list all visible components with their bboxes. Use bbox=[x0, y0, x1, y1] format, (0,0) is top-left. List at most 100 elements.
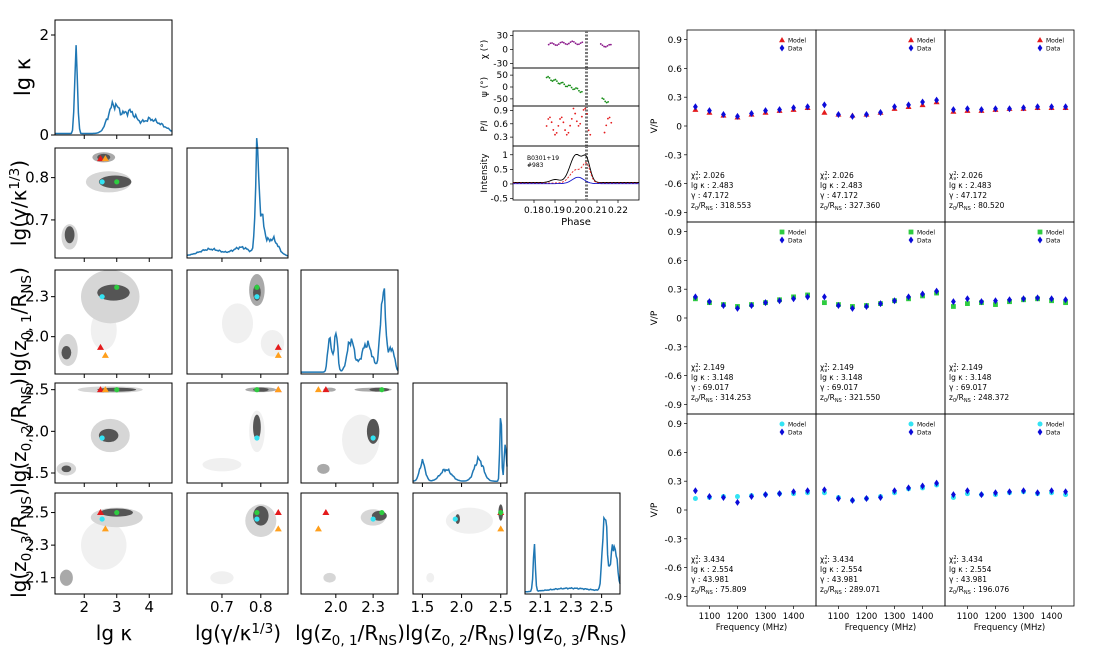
marginal-curve bbox=[186, 138, 289, 257]
pol-point bbox=[550, 121, 553, 124]
best-fit-red-marker bbox=[97, 155, 104, 162]
pol-point bbox=[608, 116, 611, 119]
chi-point bbox=[599, 43, 602, 45]
data-point bbox=[735, 304, 740, 312]
pulse-panel-frame bbox=[512, 30, 640, 69]
stat-part: 0 bbox=[953, 590, 956, 596]
pulse-y-tick-label: 0.5 bbox=[494, 165, 508, 175]
stat-part: NS bbox=[835, 398, 842, 404]
pulse-y-tick-label: 0 bbox=[502, 83, 508, 93]
psi-point bbox=[576, 87, 579, 90]
chi-point bbox=[609, 43, 612, 46]
legend-data-marker bbox=[908, 428, 914, 436]
best-fit-green-marker bbox=[254, 284, 260, 290]
chi-point bbox=[562, 41, 565, 44]
corner-panel-2-2 bbox=[301, 288, 399, 378]
psi-point bbox=[560, 81, 563, 84]
best-fit-orange-marker bbox=[101, 351, 109, 358]
vp-x-tick-label: 1100 bbox=[957, 612, 979, 622]
model-point bbox=[821, 109, 828, 115]
legend-model-label: Model bbox=[917, 38, 935, 45]
stat-chi2: χ2 ν: 2.026 bbox=[820, 171, 854, 182]
legend-data-marker bbox=[1037, 428, 1043, 436]
stat-part: : 2.026 bbox=[827, 171, 854, 180]
chi-point bbox=[573, 40, 575, 43]
stat-part: NS bbox=[706, 206, 713, 212]
legend-model-marker bbox=[908, 37, 914, 43]
model-point bbox=[692, 495, 698, 501]
stat-part: : 75.809 bbox=[713, 585, 747, 594]
label-part: 0, 3 bbox=[554, 633, 580, 649]
stat-part: NS bbox=[964, 590, 971, 596]
corner-panel-2-1 bbox=[221, 274, 285, 378]
psi-point bbox=[547, 75, 549, 78]
psi-point bbox=[570, 86, 573, 89]
best-fit-cyan-marker bbox=[370, 435, 376, 441]
pol-point bbox=[577, 124, 580, 127]
stat-part: ν bbox=[696, 560, 699, 566]
stat-part: z bbox=[949, 585, 953, 594]
best-fit-green-marker bbox=[379, 509, 385, 516]
data-point bbox=[979, 106, 984, 114]
stat-part: χ bbox=[949, 363, 954, 372]
data-point bbox=[892, 103, 897, 111]
stat-part: /R bbox=[827, 393, 835, 402]
corner-axes-frame bbox=[186, 147, 289, 259]
best-fit-cyan-marker bbox=[99, 179, 105, 185]
data-point bbox=[878, 300, 883, 308]
psi-point bbox=[575, 87, 577, 89]
legend-data-marker bbox=[779, 236, 785, 244]
corner-axes-frame bbox=[300, 492, 399, 595]
x-tick-label: 3 bbox=[112, 598, 122, 616]
stat-lgk: lg κ : 3.148 bbox=[691, 373, 734, 382]
stat-gamma: γ : 43.981 bbox=[691, 575, 729, 584]
data-point bbox=[1035, 489, 1040, 497]
label-part: ) bbox=[7, 160, 31, 168]
vp-x-tick-label: 1400 bbox=[783, 612, 805, 622]
corner-axes-frame bbox=[54, 19, 173, 136]
best-fit-red-marker bbox=[97, 343, 104, 350]
kde-contour bbox=[210, 571, 234, 585]
best-fit-cyan-marker bbox=[99, 516, 105, 522]
data-point bbox=[1007, 105, 1012, 113]
vp-y-tick-label: -0.3 bbox=[664, 535, 682, 545]
data-point bbox=[763, 107, 768, 115]
pol-point bbox=[587, 129, 590, 132]
stat-part: : 3.434 bbox=[698, 555, 725, 564]
legend-model-label: Model bbox=[917, 422, 935, 429]
legend-model-marker bbox=[1037, 229, 1043, 235]
legend-data-label: Data bbox=[1046, 430, 1061, 437]
stat-gamma: γ : 69.017 bbox=[691, 383, 729, 392]
psi-point bbox=[567, 84, 570, 87]
corner-panel-1-1 bbox=[186, 138, 289, 262]
label-part: lg(z bbox=[405, 621, 442, 645]
pol-point bbox=[579, 122, 582, 125]
chi-point bbox=[566, 43, 569, 46]
vp-y-tick-label: 0.6 bbox=[668, 65, 683, 75]
stat-part: : 196.076 bbox=[971, 585, 1010, 594]
model-point bbox=[951, 304, 956, 309]
vp-y-tick-label: 0.6 bbox=[668, 449, 683, 459]
x-axis-label-gamma: lg(γ/κ1/3) bbox=[195, 621, 281, 645]
pol-point bbox=[586, 112, 588, 115]
data-point bbox=[749, 493, 754, 501]
model-point bbox=[965, 301, 970, 306]
chi-point bbox=[559, 41, 562, 44]
legend-data-marker bbox=[779, 428, 785, 436]
corner-axes-frame bbox=[412, 492, 508, 595]
stat-gamma: γ : 47.172 bbox=[820, 191, 858, 200]
stat-part: ν bbox=[954, 560, 957, 566]
pulse-source-label: B0301+19 bbox=[527, 155, 559, 162]
stat-chi2: χ2 ν: 3.434 bbox=[949, 555, 983, 566]
psi-point bbox=[553, 79, 555, 82]
pol-point bbox=[554, 133, 556, 136]
label-part: ) bbox=[507, 621, 515, 645]
data-point bbox=[934, 96, 939, 104]
data-point bbox=[1035, 103, 1040, 111]
label-part: /R bbox=[358, 621, 379, 645]
data-point bbox=[1035, 294, 1040, 302]
stat-part: /R bbox=[827, 201, 835, 210]
stat-lgk: lg κ : 2.483 bbox=[949, 181, 992, 190]
corner-axes-frame bbox=[54, 382, 173, 484]
data-point bbox=[763, 299, 768, 307]
